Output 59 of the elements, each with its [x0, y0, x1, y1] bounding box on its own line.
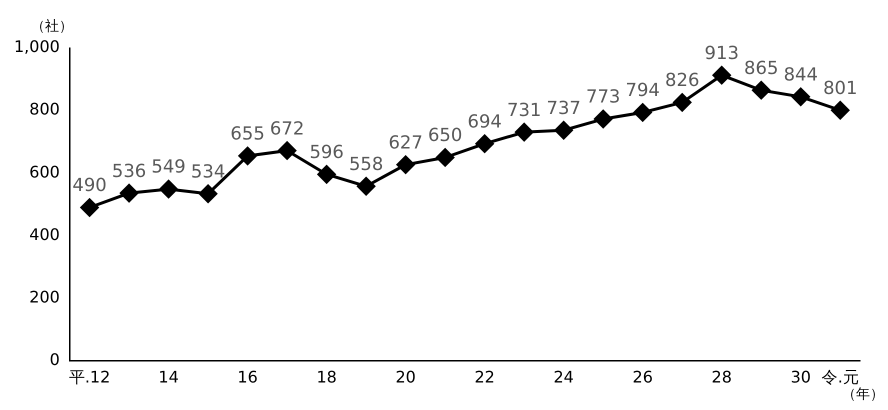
data-label: 826	[665, 70, 700, 92]
y-tick-label: 600	[29, 162, 60, 182]
point	[120, 184, 139, 203]
data-label: 737	[546, 98, 581, 119]
data-label: 650	[428, 125, 462, 146]
data-label: 655	[230, 124, 265, 145]
point	[198, 184, 218, 204]
point	[594, 110, 613, 129]
data-label: 913	[704, 42, 739, 64]
x-tick-label: 平.12	[68, 368, 110, 387]
data-label: 534	[190, 161, 226, 182]
x-tick-label: 24	[553, 368, 574, 387]
point	[159, 180, 178, 199]
data-label: 536	[112, 160, 146, 182]
point	[436, 148, 455, 167]
point	[752, 80, 771, 100]
x-tick-label: 14	[158, 368, 179, 387]
point	[672, 92, 692, 112]
x-tick-label: 20	[395, 368, 416, 387]
data-label: 801	[823, 78, 858, 99]
y-tick-label: 400	[29, 224, 60, 244]
point	[791, 87, 810, 106]
data-label: 794	[626, 80, 660, 102]
data-label: 627	[388, 132, 423, 154]
y-tick-label: 0	[50, 350, 60, 369]
point	[396, 155, 416, 174]
data-label: 865	[744, 58, 778, 79]
data-label: 490	[72, 175, 107, 196]
data-label: 558	[348, 154, 384, 175]
x-tick-label: 26	[632, 368, 653, 387]
data-label: 549	[151, 156, 186, 178]
point	[238, 146, 258, 166]
data-label: 844	[784, 64, 818, 86]
x-tick-label: 30	[790, 368, 811, 387]
data-label: 694	[467, 111, 502, 132]
x-tick-label: 16	[237, 368, 258, 387]
y-tick-label: 800	[29, 100, 60, 119]
x-tick-label: 28	[712, 368, 732, 387]
y-axis-title: （社）	[31, 18, 73, 35]
point	[514, 122, 534, 142]
point	[712, 66, 732, 85]
y-tick-label: 200	[29, 287, 60, 306]
point	[80, 198, 100, 218]
data-label: 731	[506, 100, 542, 121]
point	[830, 100, 850, 120]
point	[475, 134, 494, 154]
point	[554, 120, 574, 140]
point	[317, 164, 336, 184]
point	[633, 102, 652, 122]
x-tick-label: 18	[316, 368, 337, 387]
y-tick-label: 1,000	[14, 37, 60, 56]
data-label: 672	[270, 118, 304, 140]
x-axis-title: （年）	[842, 386, 884, 403]
data-label: 596	[309, 142, 344, 164]
point	[356, 176, 376, 196]
point	[278, 141, 297, 160]
x-tick-label: 22	[474, 368, 495, 387]
x-tick-label: 令.元	[822, 368, 859, 387]
data-label: 773	[586, 86, 620, 108]
